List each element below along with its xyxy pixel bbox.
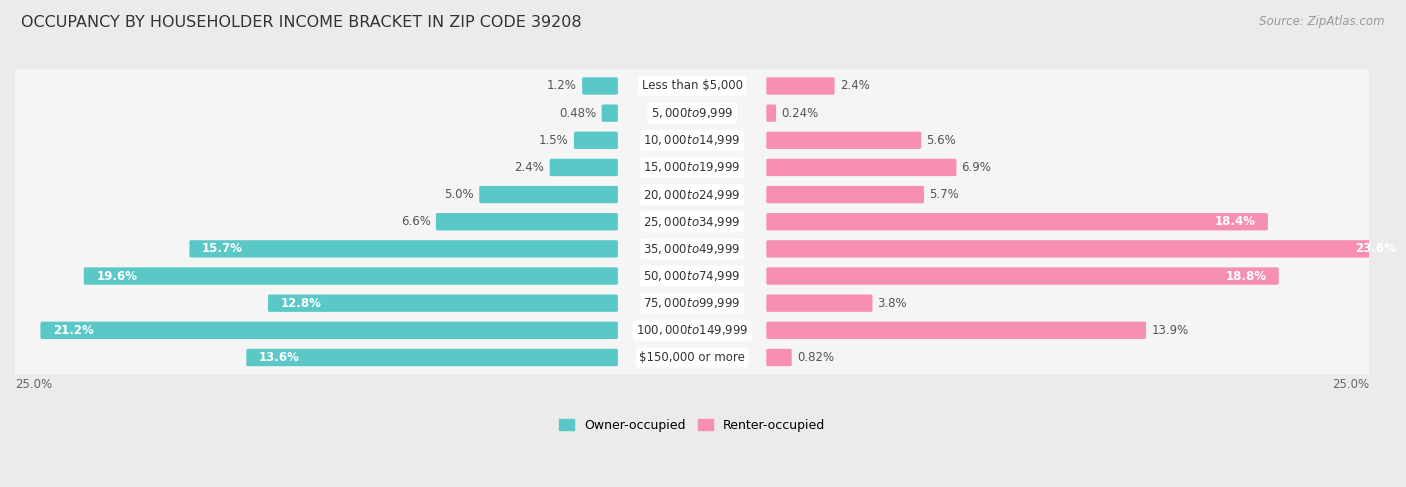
Legend: Owner-occupied, Renter-occupied: Owner-occupied, Renter-occupied: [554, 413, 830, 437]
Text: 0.82%: 0.82%: [797, 351, 834, 364]
FancyBboxPatch shape: [4, 123, 1379, 157]
FancyBboxPatch shape: [4, 259, 1379, 293]
Text: 2.4%: 2.4%: [515, 161, 544, 174]
FancyBboxPatch shape: [766, 240, 1406, 258]
FancyBboxPatch shape: [4, 286, 1379, 320]
FancyBboxPatch shape: [582, 77, 617, 94]
Text: $10,000 to $14,999: $10,000 to $14,999: [644, 133, 741, 147]
Text: $25,000 to $34,999: $25,000 to $34,999: [644, 215, 741, 229]
Text: $50,000 to $74,999: $50,000 to $74,999: [644, 269, 741, 283]
FancyBboxPatch shape: [766, 77, 835, 94]
Text: 25.0%: 25.0%: [1331, 378, 1369, 391]
FancyBboxPatch shape: [4, 205, 1379, 239]
FancyBboxPatch shape: [766, 267, 1278, 285]
FancyBboxPatch shape: [574, 131, 617, 149]
FancyBboxPatch shape: [766, 349, 792, 366]
Text: 21.2%: 21.2%: [53, 324, 94, 337]
Text: 0.24%: 0.24%: [782, 107, 818, 120]
Text: 18.4%: 18.4%: [1215, 215, 1256, 228]
Text: 13.9%: 13.9%: [1152, 324, 1188, 337]
FancyBboxPatch shape: [766, 186, 924, 203]
Text: OCCUPANCY BY HOUSEHOLDER INCOME BRACKET IN ZIP CODE 39208: OCCUPANCY BY HOUSEHOLDER INCOME BRACKET …: [21, 15, 582, 30]
FancyBboxPatch shape: [246, 349, 617, 366]
FancyBboxPatch shape: [766, 104, 776, 122]
Text: 19.6%: 19.6%: [96, 269, 138, 282]
Text: 1.5%: 1.5%: [538, 134, 569, 147]
Text: 6.6%: 6.6%: [401, 215, 430, 228]
FancyBboxPatch shape: [4, 340, 1379, 375]
Text: $15,000 to $19,999: $15,000 to $19,999: [644, 160, 741, 174]
FancyBboxPatch shape: [4, 314, 1379, 347]
Text: $20,000 to $24,999: $20,000 to $24,999: [644, 187, 741, 202]
Text: 18.8%: 18.8%: [1225, 269, 1267, 282]
FancyBboxPatch shape: [602, 104, 617, 122]
FancyBboxPatch shape: [550, 159, 617, 176]
FancyBboxPatch shape: [4, 232, 1379, 266]
Text: 12.8%: 12.8%: [280, 297, 322, 310]
Text: Source: ZipAtlas.com: Source: ZipAtlas.com: [1260, 15, 1385, 28]
Text: $75,000 to $99,999: $75,000 to $99,999: [644, 296, 741, 310]
Text: 1.2%: 1.2%: [547, 79, 576, 93]
Text: 6.9%: 6.9%: [962, 161, 991, 174]
Text: $35,000 to $49,999: $35,000 to $49,999: [644, 242, 741, 256]
FancyBboxPatch shape: [4, 150, 1379, 184]
FancyBboxPatch shape: [41, 321, 617, 339]
Text: 3.8%: 3.8%: [877, 297, 907, 310]
FancyBboxPatch shape: [4, 96, 1379, 130]
FancyBboxPatch shape: [766, 159, 956, 176]
Text: $100,000 to $149,999: $100,000 to $149,999: [636, 323, 748, 337]
Text: 5.7%: 5.7%: [929, 188, 959, 201]
FancyBboxPatch shape: [269, 295, 617, 312]
Text: 0.48%: 0.48%: [560, 107, 596, 120]
FancyBboxPatch shape: [190, 240, 617, 258]
Text: 15.7%: 15.7%: [202, 243, 243, 255]
FancyBboxPatch shape: [766, 295, 873, 312]
Text: 25.0%: 25.0%: [15, 378, 52, 391]
FancyBboxPatch shape: [766, 131, 921, 149]
Text: $5,000 to $9,999: $5,000 to $9,999: [651, 106, 734, 120]
FancyBboxPatch shape: [84, 267, 617, 285]
Text: 5.0%: 5.0%: [444, 188, 474, 201]
FancyBboxPatch shape: [766, 213, 1268, 230]
FancyBboxPatch shape: [766, 321, 1146, 339]
Text: 23.6%: 23.6%: [1355, 243, 1396, 255]
FancyBboxPatch shape: [4, 69, 1379, 103]
FancyBboxPatch shape: [479, 186, 617, 203]
Text: Less than $5,000: Less than $5,000: [641, 79, 742, 93]
FancyBboxPatch shape: [4, 178, 1379, 211]
Text: 13.6%: 13.6%: [259, 351, 299, 364]
Text: $150,000 or more: $150,000 or more: [640, 351, 745, 364]
FancyBboxPatch shape: [436, 213, 617, 230]
Text: 5.6%: 5.6%: [927, 134, 956, 147]
Text: 2.4%: 2.4%: [839, 79, 869, 93]
